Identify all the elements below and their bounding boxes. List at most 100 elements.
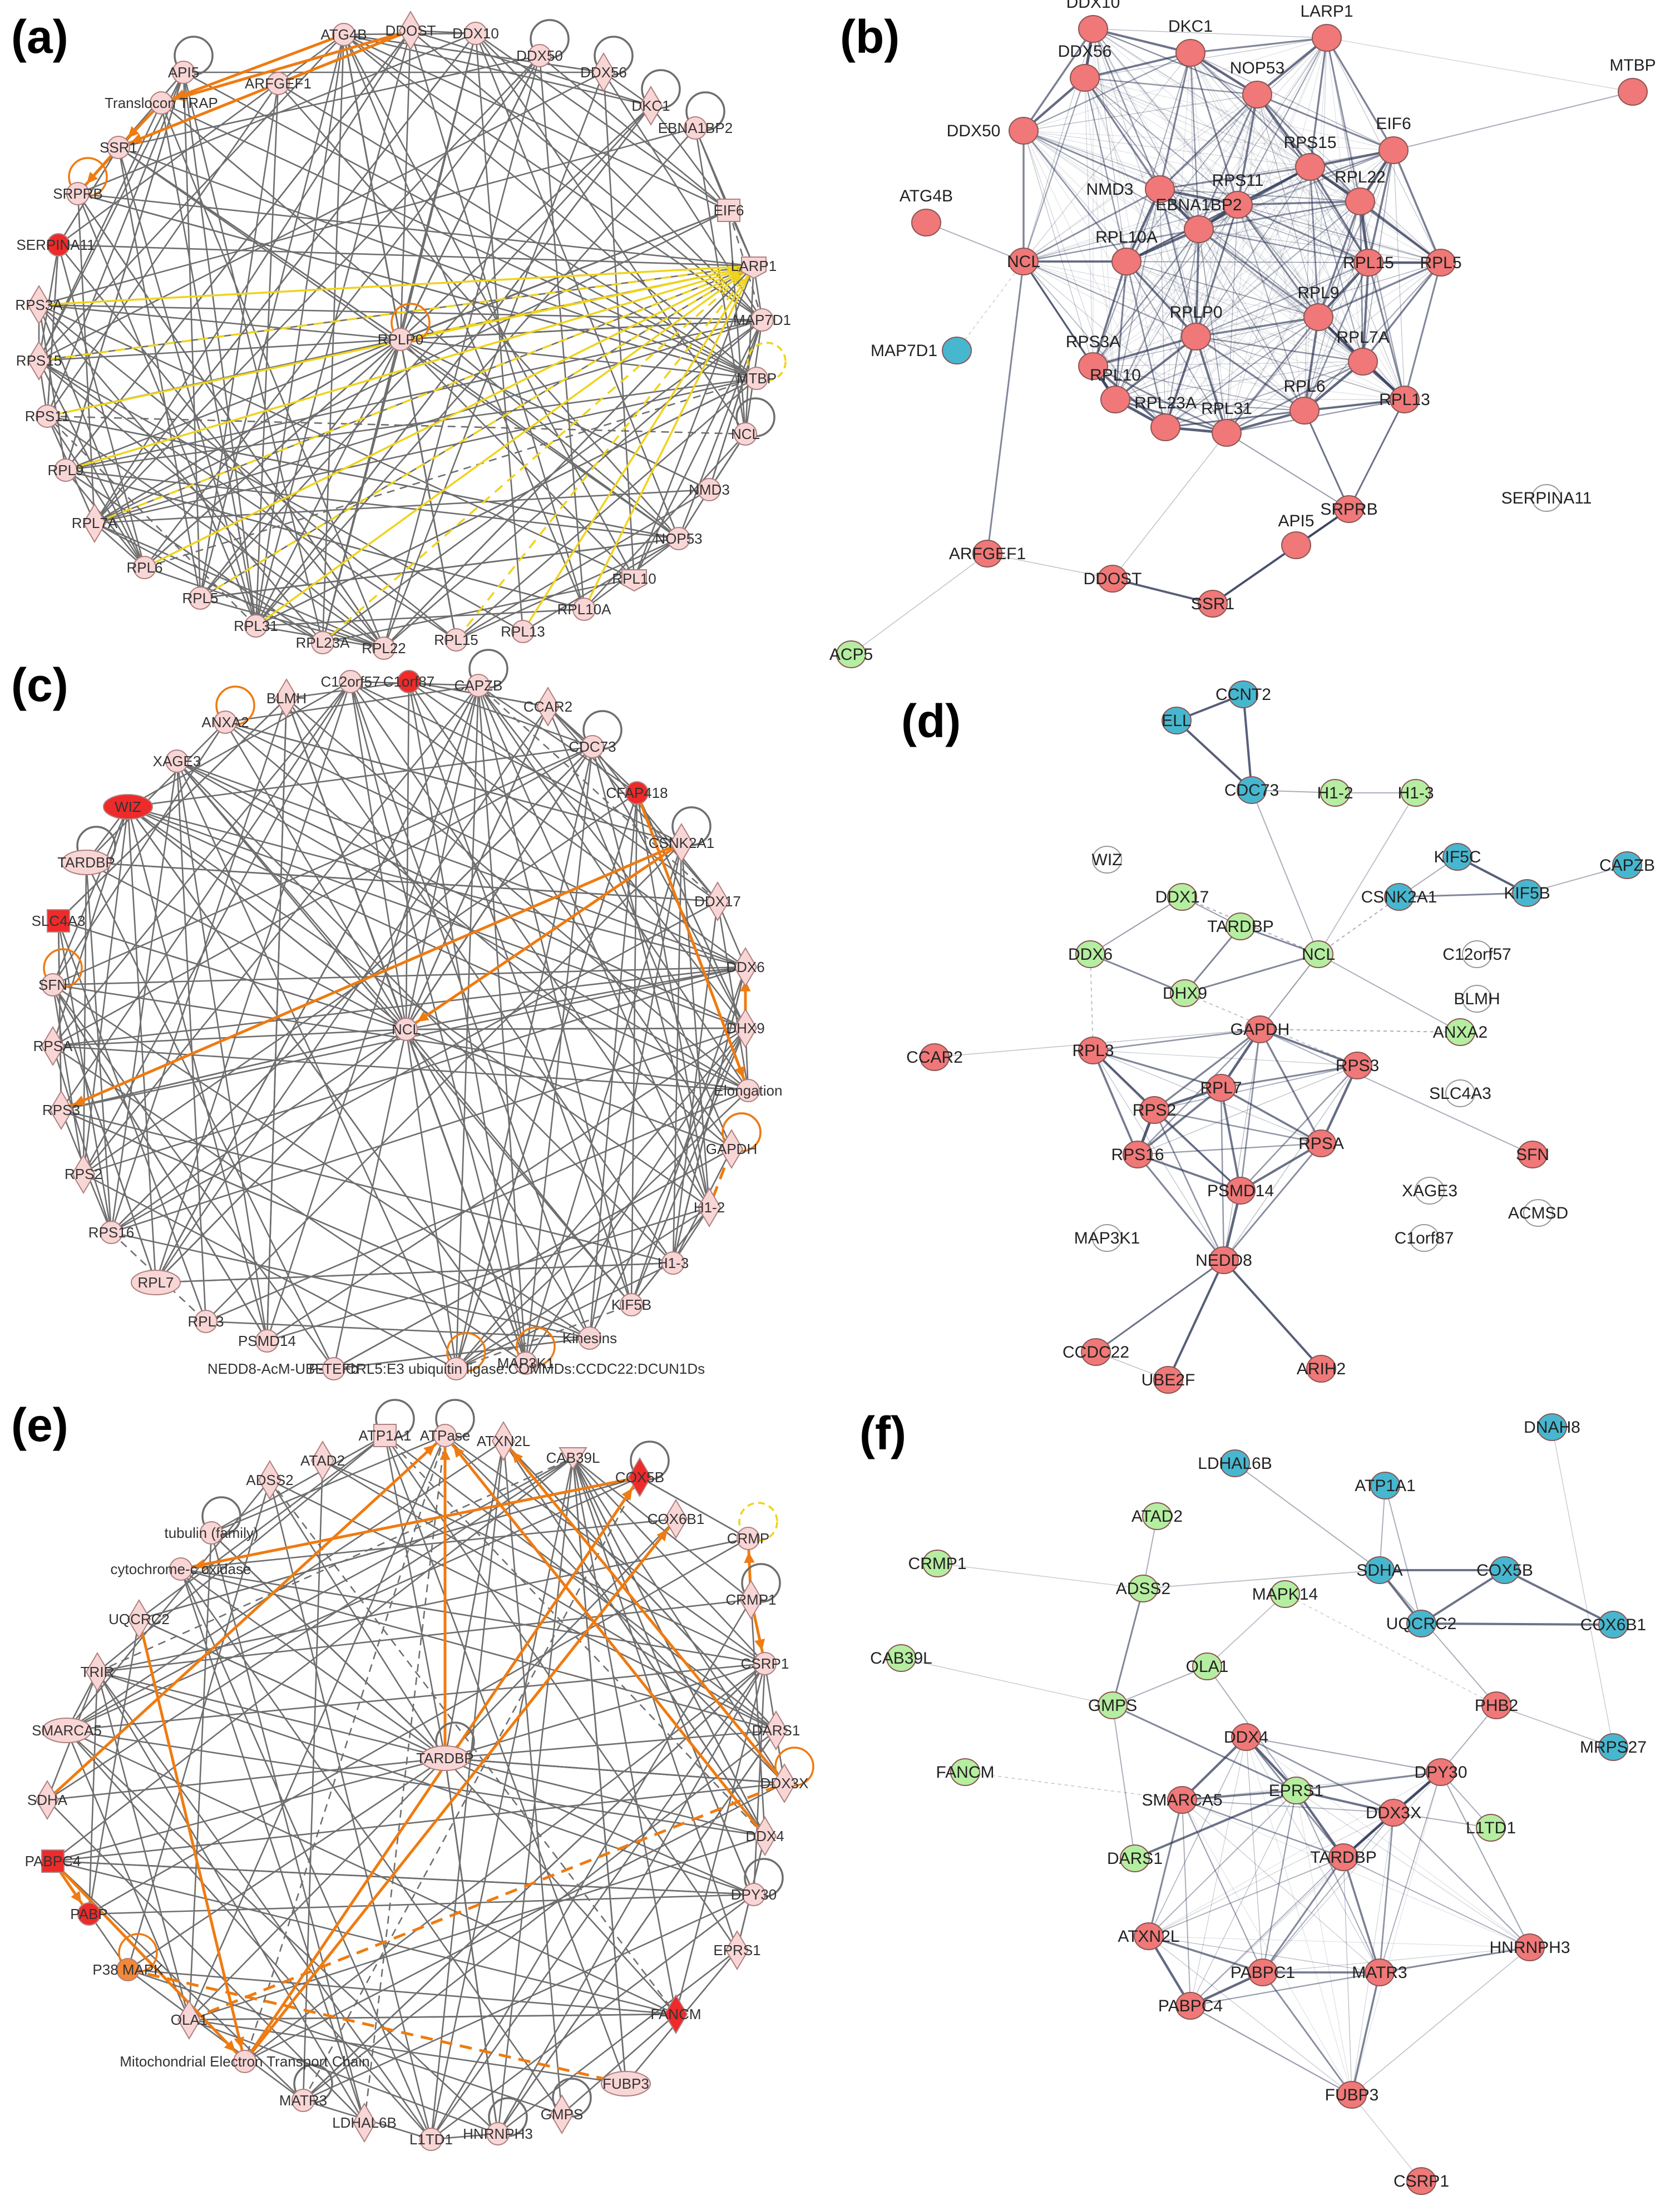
node-map7d1[interactable]: MAP7D1 <box>733 308 791 332</box>
node-rplp0[interactable]: RPLP0 <box>378 328 423 351</box>
node-map3k1[interactable]: MAP3K1 <box>497 1351 555 1375</box>
node-matr3[interactable]: MATR3 <box>279 2089 327 2112</box>
node-rps11[interactable]: RPS11 <box>1212 171 1264 219</box>
node-rpl7a[interactable]: RPL7A <box>72 503 118 543</box>
node-gmps[interactable]: GMPS <box>1088 1691 1137 1719</box>
node-p38-mapk[interactable]: P38 MAPK <box>92 1958 164 1981</box>
node-rpl5[interactable]: RPL5 <box>182 586 219 610</box>
node-tardbp[interactable]: TARDBP <box>57 850 115 875</box>
node-ddx3x[interactable]: DDX3X <box>760 1763 809 1803</box>
node-rpl10a[interactable]: RPL10A <box>1095 228 1158 275</box>
node-c12orf57[interactable]: C12orf57 <box>321 670 381 693</box>
node-pabp[interactable]: PABP <box>70 1902 108 1926</box>
node-ssr1[interactable]: SSR1 <box>100 136 137 159</box>
node-cox5b[interactable]: COX5B <box>615 1457 664 1497</box>
node-cox5b[interactable]: COX5B <box>1476 1556 1533 1584</box>
node-atp1a1[interactable]: ATP1A1 <box>359 1424 412 1447</box>
node-ccar2[interactable]: CCAR2 <box>523 687 572 727</box>
node-map3k1[interactable]: MAP3K1 <box>1074 1224 1140 1252</box>
node-ddx10[interactable]: DDX10 <box>452 22 499 45</box>
node-api5[interactable]: API5 <box>168 61 199 84</box>
node-ncl[interactable]: NCL <box>1007 248 1040 275</box>
node-cox6b1[interactable]: COX6B1 <box>648 1499 705 1539</box>
node-hnrnph3[interactable]: HNRNPH3 <box>1489 1933 1570 1961</box>
node-ssr1[interactable]: SSR1 <box>1191 590 1234 618</box>
node-h1-3[interactable]: H1-3 <box>1397 779 1434 807</box>
node-rpl31[interactable]: RPL31 <box>234 614 278 638</box>
node-serpina11[interactable]: SERPINA11 <box>16 233 95 256</box>
node-ddx6[interactable]: DDX6 <box>1068 940 1113 968</box>
node-rpl7a[interactable]: RPL7A <box>1336 328 1390 376</box>
node-rpl7[interactable]: RPL7 <box>1200 1074 1242 1102</box>
node-rpl3[interactable]: RPL3 <box>187 1310 224 1333</box>
node-dnah8[interactable]: DNAH8 <box>1524 1413 1580 1441</box>
node-blmh[interactable]: BLMH <box>1454 985 1500 1013</box>
node-rpl7[interactable]: RPL7 <box>131 1270 181 1295</box>
node-slc4a3[interactable]: SLC4A3 <box>1429 1079 1491 1107</box>
node-cdc73[interactable]: CDC73 <box>569 735 616 758</box>
node-sfn[interactable]: SFN <box>38 973 67 997</box>
node-atxn2l[interactable]: ATXN2L <box>1118 1922 1180 1950</box>
node-psmd14[interactable]: PSMD14 <box>238 1329 296 1353</box>
node-dpy30[interactable]: DPY30 <box>731 1883 777 1906</box>
node-rpl10a[interactable]: RPL10A <box>557 598 611 621</box>
node-dars1[interactable]: DARS1 <box>752 1710 801 1750</box>
node-cfap418[interactable]: CFAP418 <box>606 781 668 805</box>
node-atad2[interactable]: ATAD2 <box>300 1441 345 1481</box>
node-mtbp[interactable]: MTBP <box>1609 56 1656 106</box>
node-c1orf87[interactable]: C1orf87 <box>1395 1224 1454 1252</box>
node-pabpc4[interactable]: PABPC4 <box>25 1849 81 1873</box>
node-ola1[interactable]: OLA1 <box>171 2000 208 2040</box>
node-rpl3[interactable]: RPL3 <box>1072 1037 1114 1064</box>
node-ddx3x[interactable]: DDX3X <box>1366 1799 1421 1827</box>
node-rps15[interactable]: RPS15 <box>16 341 62 381</box>
node-srprb[interactable]: SRPRB <box>1320 495 1378 523</box>
node-h1-3[interactable]: H1-3 <box>658 1251 689 1275</box>
node-rps3[interactable]: RPS3 <box>1336 1052 1379 1079</box>
node-nop53[interactable]: NOP53 <box>655 527 703 550</box>
node-ola1[interactable]: OLA1 <box>1186 1652 1229 1680</box>
node-rpl15[interactable]: RPL15 <box>1343 249 1394 277</box>
node-ccnt2[interactable]: CCNT2 <box>1215 680 1271 708</box>
node-csnk2a1[interactable]: CSNK2A1 <box>1361 883 1437 911</box>
node-crmp1[interactable]: CRMP1 <box>908 1550 967 1577</box>
node-kinesins[interactable]: Kinesins <box>562 1326 617 1350</box>
node-dhx9[interactable]: DHX9 <box>726 1008 765 1048</box>
node-rpl13[interactable]: RPL13 <box>501 620 545 643</box>
node-crmp1[interactable]: CRMP1 <box>725 1580 777 1620</box>
node-rpl5[interactable]: RPL5 <box>1420 249 1462 277</box>
node-atpase[interactable]: ATPase <box>420 1424 471 1447</box>
node-capzb[interactable]: CAPZB <box>454 674 503 697</box>
node-gapdh[interactable]: GAPDH <box>706 1129 757 1169</box>
node-gmps[interactable]: GMPS <box>541 2094 584 2134</box>
node-crmp[interactable]: CRMP <box>727 1527 770 1550</box>
node-ldhal6b[interactable]: LDHAL6B <box>1198 1449 1272 1477</box>
node-rps2[interactable]: RPS2 <box>65 1154 102 1194</box>
node-nedd8[interactable]: NEDD8 <box>1195 1246 1252 1274</box>
node-rps16[interactable]: RPS16 <box>88 1221 134 1244</box>
node-ddost[interactable]: DDOST <box>386 11 436 51</box>
node-cab39l[interactable]: CAB39L <box>870 1644 932 1672</box>
node-eif6[interactable]: EIF6 <box>1376 115 1411 164</box>
node-kif5b[interactable]: KIF5B <box>611 1293 651 1316</box>
node-mapk14[interactable]: MAPK14 <box>1252 1580 1318 1608</box>
node-mrps27[interactable]: MRPS27 <box>1580 1733 1647 1761</box>
node-gapdh[interactable]: GAPDH <box>1231 1015 1290 1043</box>
node-dars1[interactable]: DARS1 <box>1107 1844 1163 1872</box>
node-phb2[interactable]: PHB2 <box>1475 1691 1518 1719</box>
node-l1td1[interactable]: L1TD1 <box>1466 1814 1516 1842</box>
node-psmd14[interactable]: PSMD14 <box>1207 1177 1274 1205</box>
node-larp1[interactable]: LARP1 <box>1300 2 1353 52</box>
node-tubulin-family[interactable]: tubulin (family) <box>164 1521 259 1545</box>
node-nop53[interactable]: NOP53 <box>1230 59 1284 108</box>
node-sfn[interactable]: SFN <box>1516 1141 1549 1168</box>
node-nmd3[interactable]: NMD3 <box>1086 175 1175 203</box>
node-mtbp[interactable]: MTBP <box>737 367 777 390</box>
node-nmd3[interactable]: NMD3 <box>689 478 730 501</box>
node-ddx56[interactable]: DDX56 <box>1058 42 1112 92</box>
node-rpl6[interactable]: RPL6 <box>1283 377 1326 425</box>
node-tardbp[interactable]: TARDBP <box>416 1745 474 1771</box>
node-smarca5[interactable]: SMARCA5 <box>1142 1786 1223 1814</box>
node-rps3a[interactable]: RPS3A <box>15 285 63 325</box>
node-rpl15[interactable]: RPL15 <box>434 628 478 652</box>
